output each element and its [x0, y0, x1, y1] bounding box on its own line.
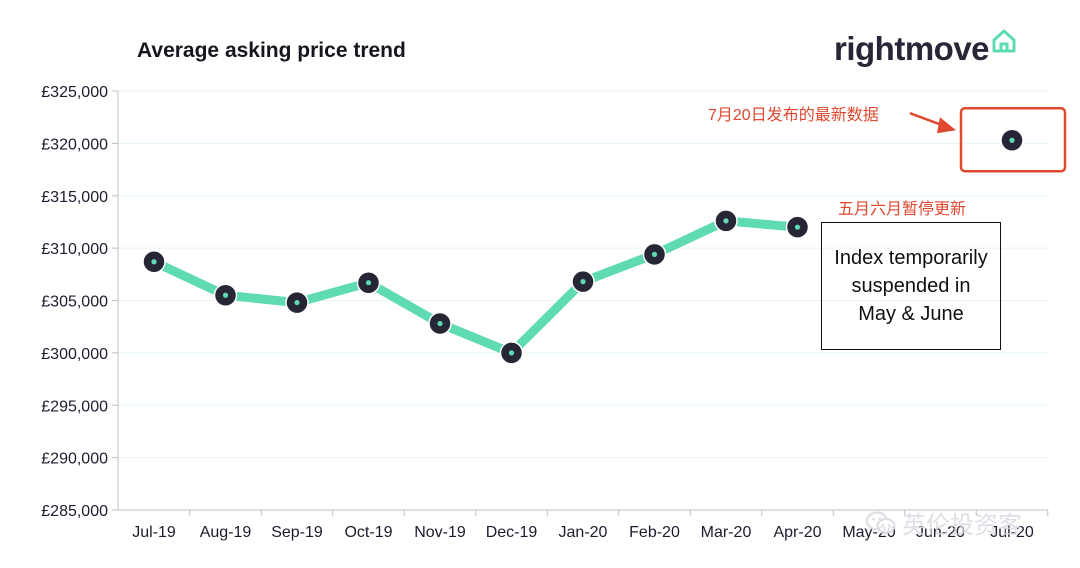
watermark-text: 英伦投资客: [902, 512, 1022, 539]
logo-wordmark: rightmove: [834, 30, 990, 67]
x-axis: Jul-19 Aug-19 Sep-19 Oct-19 Nov-19 Dec-19 Jan-…: [118, 509, 1049, 541]
x-tick-label: Jun-20: [916, 524, 965, 541]
data-point: [714, 209, 738, 233]
watermark: 英伦投资客: [866, 505, 1022, 540]
suspended-text: Index temporarily suspended in May & Jun…: [834, 247, 988, 325]
data-point: [356, 270, 381, 295]
x-tick-label: Aug-19: [200, 524, 252, 541]
y-tick-label: £325,000: [41, 84, 108, 101]
x-tick-label: Jul-20: [990, 524, 1034, 541]
x-tick-label: Dec-19: [486, 524, 538, 541]
chart-title: Average asking price trend: [137, 39, 406, 62]
arrow-head: [937, 117, 956, 134]
data-point: [785, 215, 810, 239]
wechat-icon: [866, 510, 896, 534]
house-outline-icon: [992, 29, 1016, 53]
latest-highlight: [909, 106, 1067, 173]
y-tick-label: £320,000: [41, 136, 108, 153]
y-tick-label: £295,000: [41, 398, 108, 415]
x-tick-label: Oct-19: [344, 524, 392, 541]
rightmove-logo: rightmove: [834, 29, 1017, 68]
data-point: [1000, 128, 1024, 152]
data-point: [213, 283, 238, 308]
paused-note: 五月六月暂停更新: [838, 201, 967, 218]
data-point: [428, 311, 452, 336]
price-series: [142, 128, 1024, 365]
y-tick-label: £290,000: [41, 451, 108, 468]
y-tick-label: £315,000: [41, 189, 108, 206]
data-point: [285, 290, 309, 315]
y-tick-label: £305,000: [41, 294, 108, 311]
data-point: [499, 341, 524, 365]
x-tick-label: Nov-19: [414, 524, 466, 541]
y-tick-label: £285,000: [41, 503, 108, 520]
latest-highlight-box: [959, 106, 1067, 173]
x-tick-label: Jan-20: [559, 524, 608, 541]
y-axis: £285,000 £290,000 £295,000 £300,000 £305,000…: [41, 84, 119, 520]
y-tick-label: £310,000: [41, 241, 108, 258]
data-point: [142, 249, 166, 274]
series-line: [149, 216, 802, 358]
x-tick-label: Mar-20: [701, 524, 752, 541]
y-tick-label: £300,000: [41, 346, 108, 363]
x-tick-label: Jul-19: [132, 524, 176, 541]
data-point: [642, 242, 667, 267]
latest-data-note: 7月20日发布的最新数据: [708, 107, 879, 124]
x-tick-label: Feb-20: [629, 524, 680, 541]
data-point: [571, 269, 595, 294]
x-tick-label: Apr-20: [773, 524, 821, 541]
suspended-annotation-box: Index temporarily suspended in May & Jun…: [821, 222, 1001, 350]
x-tick-label: Sep-19: [271, 524, 323, 541]
